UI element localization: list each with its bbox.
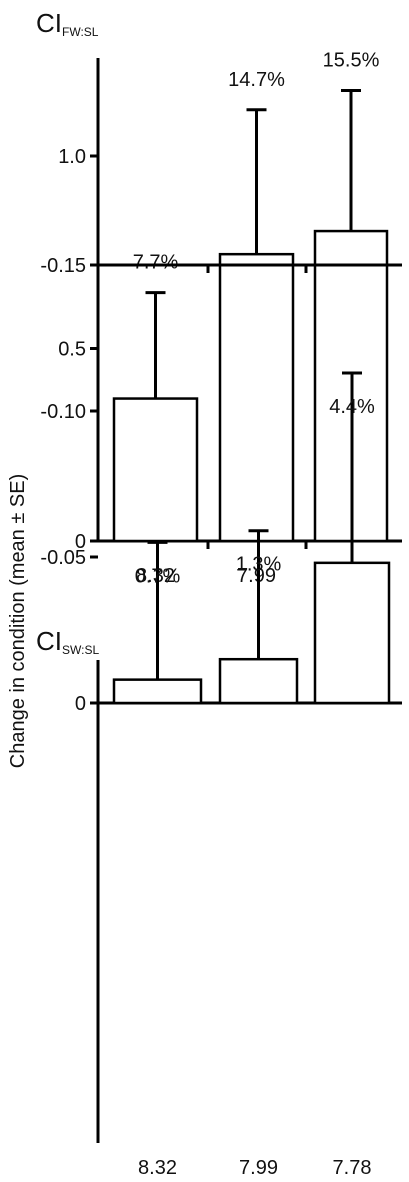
data-label: 1.3%: [236, 554, 282, 576]
x-tick-label: 7.99: [239, 1157, 278, 1179]
y-tick-label: -0.15: [40, 255, 86, 277]
chart-title: CIFW:SL: [36, 8, 99, 39]
bar: [218, 252, 295, 543]
x-tick-label: 8.32: [136, 565, 175, 587]
chart-title-subscript: FW:SL: [62, 25, 99, 39]
chart-panel-2: CISW:SL0-0.05-0.10-0.150.7%8.321.3%7.994…: [36, 255, 402, 1179]
x-tick-label: 7.99: [237, 565, 276, 587]
y-tick-label: 0: [75, 693, 86, 715]
chart-title-subscript: SW:SL: [62, 643, 99, 657]
bar: [112, 397, 199, 543]
data-label: 7.7%: [133, 252, 179, 274]
y-tick-label: -0.05: [40, 547, 86, 569]
data-label: 0.7%: [135, 565, 181, 587]
x-tick-label: 8.32: [138, 1157, 177, 1179]
y-tick-label: -0.10: [40, 401, 86, 423]
data-label: 15.5%: [323, 50, 380, 72]
y-tick-label: 1.0: [58, 146, 86, 168]
y-tick-label: 0: [75, 531, 86, 553]
bar: [313, 561, 391, 705]
data-label: 4.4%: [329, 396, 375, 418]
x-tick-label: 7.78: [333, 1157, 372, 1179]
y-axis-label: Change in condition (mean ± SE): [7, 474, 29, 768]
bar: [112, 678, 203, 705]
y-tick-label: 0.5: [58, 339, 86, 361]
data-label: 14.7%: [228, 69, 285, 91]
bar: [218, 657, 299, 705]
chart-title: CISW:SL: [36, 626, 99, 657]
